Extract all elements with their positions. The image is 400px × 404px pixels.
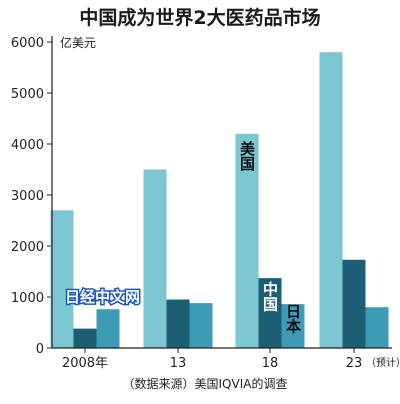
bar-japan-1: [189, 303, 213, 348]
bars: [50, 52, 389, 348]
y-tick-label-2000: 2000: [11, 240, 44, 255]
bar-japan-2: [281, 304, 305, 348]
bar-china-1: [166, 299, 190, 348]
x-tick-label-3: 23: [346, 356, 363, 371]
y-tick-label-6000: 6000: [11, 36, 44, 51]
axes: [51, 36, 392, 349]
bar-us-1: [143, 169, 167, 348]
x-tick-label-1: 13: [170, 356, 187, 371]
y-axis-unit: 亿美元: [60, 35, 96, 50]
bar-china-2: [258, 278, 282, 348]
y-tick-label-5000: 5000: [11, 87, 44, 102]
bar-china-3: [342, 259, 366, 348]
source-note: （数据来源）美国IQVIA的调查: [123, 376, 288, 391]
series-label-china: 中国: [261, 280, 279, 312]
x-tick-label-0: 2008年: [62, 356, 108, 371]
bar-us-3: [319, 52, 343, 348]
y-tick-label-4000: 4000: [11, 138, 44, 153]
series-label-japan: 日本: [284, 303, 302, 334]
bar-japan-0: [96, 309, 120, 348]
y-tick-label-3000: 3000: [11, 189, 44, 204]
watermark-text: 日经中文网: [65, 288, 140, 306]
chart-title: 中国成为世界2大医药品市场: [79, 6, 320, 29]
x-tick-note: （预计）: [366, 356, 400, 369]
y-axis-ticks: 0 1000 2000 3000 4000 5000 6000: [11, 36, 52, 357]
x-tick-label-2: 18: [262, 356, 279, 371]
bar-us-2: [235, 133, 259, 348]
x-axis-ticks: 2008年 13 18 23（预计）: [62, 348, 400, 371]
bar-china-0: [73, 328, 97, 348]
bar-us-0: [50, 210, 74, 348]
y-tick-label-0: 0: [36, 342, 44, 357]
bar-japan-3: [365, 307, 389, 348]
y-tick-label-1000: 1000: [11, 291, 44, 306]
series-label-us: 美国: [238, 140, 256, 172]
